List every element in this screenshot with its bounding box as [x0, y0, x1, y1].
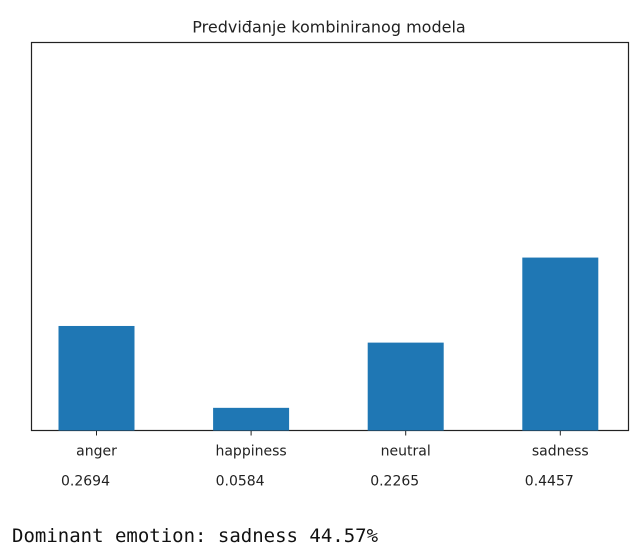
bar: [522, 257, 599, 431]
chart-title: Predviđanje kombiniranog modela: [192, 18, 465, 37]
plot-frame: [30, 41, 630, 432]
value-label: 0.2265: [370, 474, 419, 490]
output-text: Dominant emotion: sadness 44.57%: [12, 525, 379, 547]
x-tick-label: anger: [76, 444, 117, 460]
bar: [367, 342, 444, 431]
chart: Predviđanje kombiniranog modela anger 0.2…: [30, 18, 630, 490]
bar: [58, 325, 135, 431]
value-label: 0.0584: [216, 474, 265, 490]
x-tick-label: sadness: [532, 444, 589, 460]
x-tick-label: happiness: [215, 444, 286, 460]
value-label: 0.2694: [61, 474, 110, 490]
x-tick-label: neutral: [381, 444, 431, 460]
value-label: 0.4457: [525, 474, 574, 490]
bar: [213, 407, 290, 431]
